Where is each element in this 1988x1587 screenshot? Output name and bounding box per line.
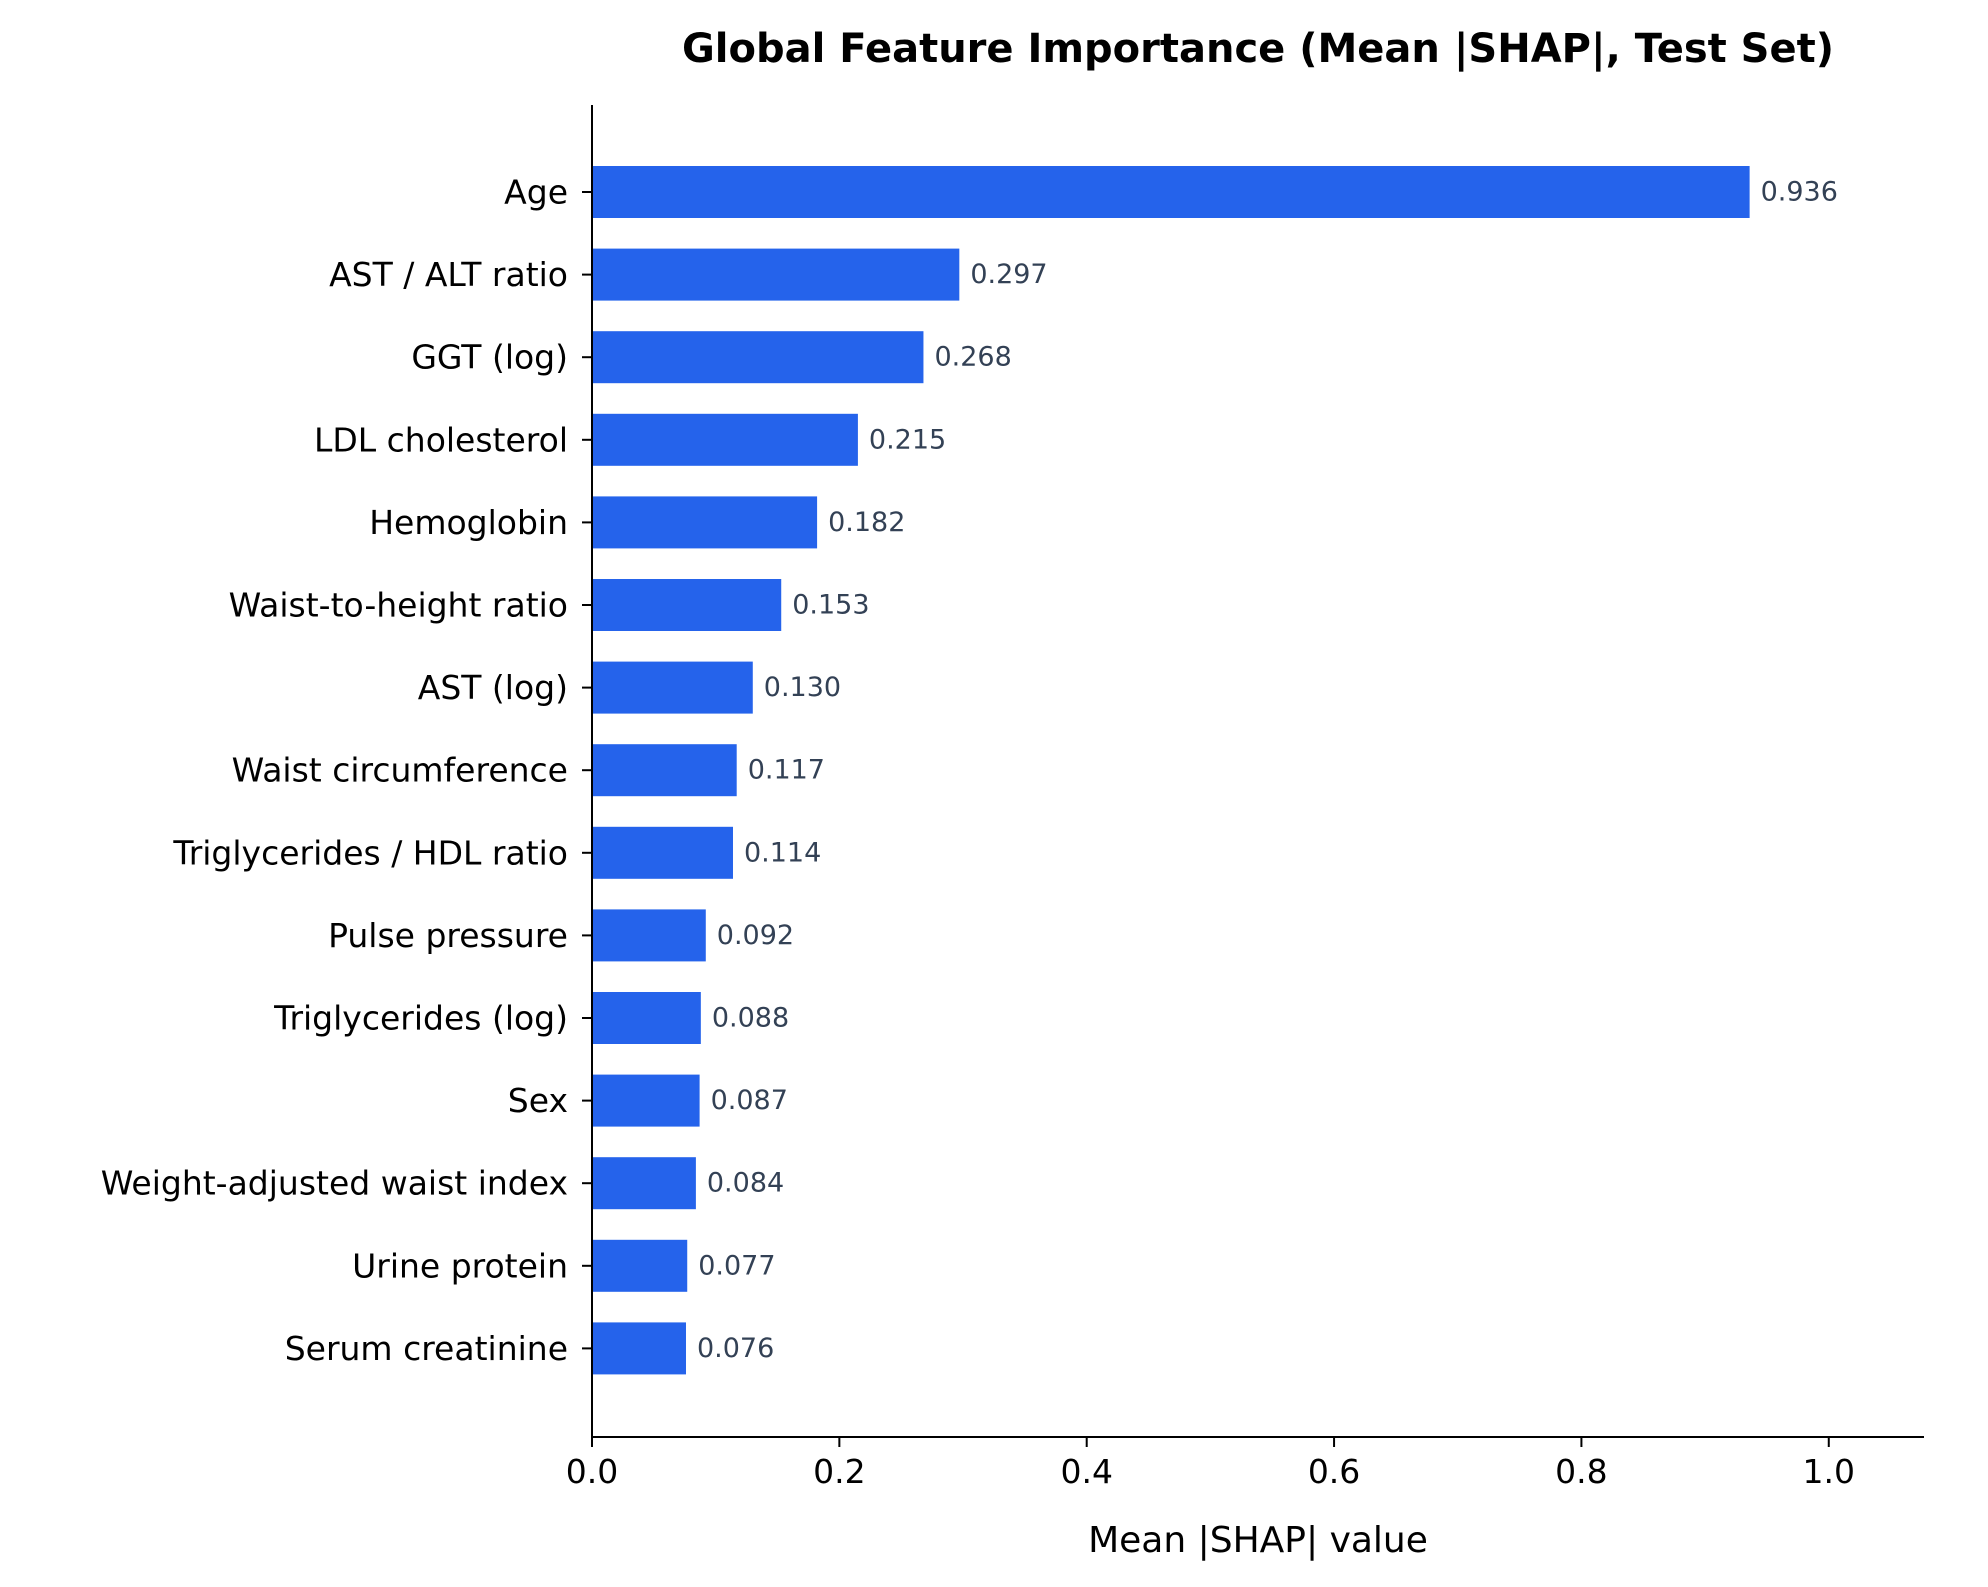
category-label: Triglycerides (log)	[273, 999, 568, 1038]
value-label: 0.077	[698, 1250, 775, 1281]
bar	[592, 413, 858, 466]
value-label: 0.117	[748, 755, 825, 786]
x-tick-label: 0.0	[566, 1452, 618, 1491]
axes-layer: Age AST / ALT ratio GGT (log) LDL cholester…	[101, 105, 1924, 1491]
bar	[592, 1157, 696, 1210]
bar	[592, 992, 701, 1044]
value-label: 0.084	[707, 1168, 784, 1199]
x-axis-label: Mean |SHAP| value	[1088, 1520, 1428, 1561]
category-label: Urine protein	[352, 1246, 568, 1285]
chart-title: Global Feature Importance (Mean |SHAP|, …	[682, 26, 1834, 73]
bar	[592, 909, 706, 962]
category-label: Weight-adjusted waist index	[101, 1164, 568, 1203]
value-label: 0.297	[970, 259, 1047, 290]
x-tick-label: 1.0	[1803, 1452, 1855, 1491]
category-label: Waist-to-height ratio	[229, 586, 568, 625]
bar	[592, 1322, 686, 1375]
bar	[592, 1239, 688, 1292]
value-label: 0.130	[764, 672, 841, 703]
value-label: 0.215	[869, 424, 946, 455]
category-label: Pulse pressure	[328, 916, 568, 955]
value-label: 0.182	[828, 507, 905, 538]
category-label: Age	[504, 173, 568, 212]
x-tick-label: 0.6	[1308, 1452, 1360, 1491]
category-label: AST / ALT ratio	[329, 255, 568, 294]
category-label: Waist circumference	[232, 751, 568, 790]
bar	[592, 496, 818, 549]
category-label: Serum creatinine	[285, 1329, 568, 1368]
bar	[592, 661, 753, 714]
value-label: 0.153	[792, 590, 869, 621]
value-label: 0.087	[711, 1085, 788, 1116]
bar	[592, 1074, 700, 1127]
bar	[592, 248, 960, 301]
value-label: 0.076	[697, 1333, 774, 1364]
category-label: Hemoglobin	[369, 503, 568, 542]
x-tick-label: 0.4	[1060, 1452, 1112, 1491]
value-label: 0.088	[712, 1003, 789, 1034]
bar	[592, 331, 924, 384]
x-tick-label: 0.2	[813, 1452, 865, 1491]
value-label: 0.092	[717, 920, 794, 951]
category-label: Triglycerides / HDL ratio	[172, 833, 568, 872]
value-label: 0.114	[744, 837, 821, 868]
value-label: 0.268	[934, 342, 1011, 373]
category-label: AST (log)	[418, 668, 568, 707]
category-label: LDL cholesterol	[314, 420, 568, 459]
bars-layer: 0.936 0.297 0.268 0.215 0.182 0.153 0.130 0.117…	[592, 166, 1838, 1375]
bar	[592, 744, 737, 797]
bar	[592, 826, 733, 879]
value-label: 0.936	[1761, 177, 1838, 208]
bar	[592, 166, 1750, 218]
category-label: Sex	[508, 1081, 568, 1120]
x-tick-label: 0.8	[1555, 1452, 1607, 1491]
bar	[592, 579, 782, 631]
category-label: GGT (log)	[411, 338, 568, 377]
